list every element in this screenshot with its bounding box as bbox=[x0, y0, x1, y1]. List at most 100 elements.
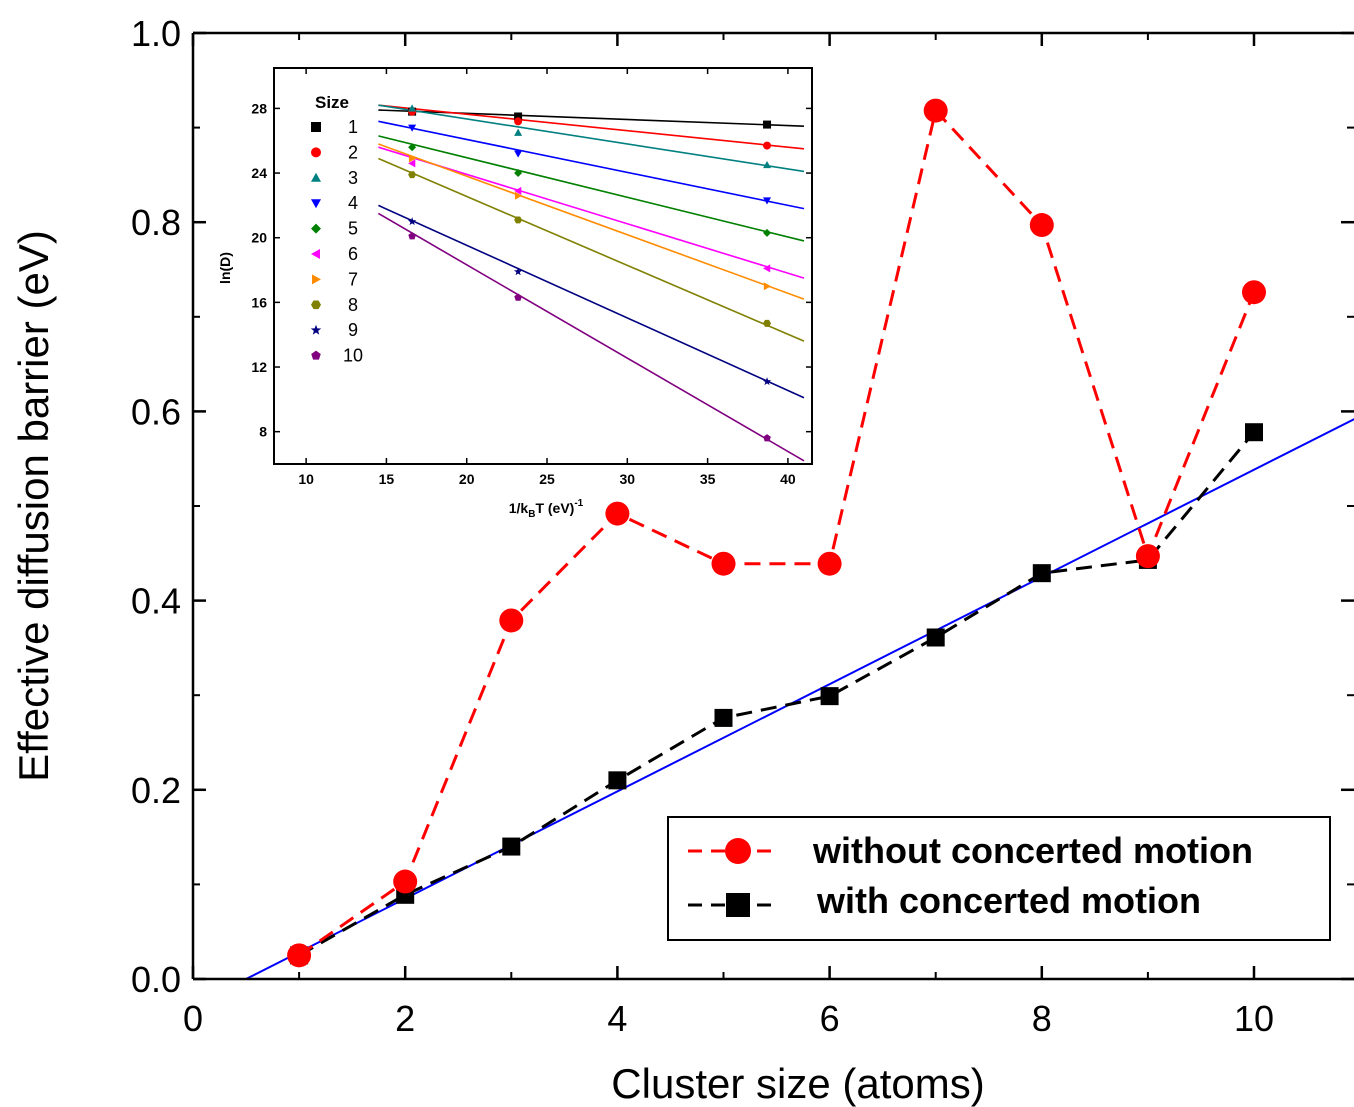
main-y-tick-label: 1.0 bbox=[131, 13, 181, 54]
inset-legend-label: 6 bbox=[348, 244, 358, 264]
inset-x-tick-label: 10 bbox=[298, 471, 314, 487]
inset-point-size-8 bbox=[763, 319, 772, 327]
legend-label-without: without concerted motion bbox=[812, 830, 1253, 871]
main-x-tick-label: 2 bbox=[395, 998, 415, 1039]
main-legend: without concerted motion with concerted … bbox=[667, 816, 1331, 941]
inset-x-title-main: 1/k bbox=[509, 500, 529, 516]
data-point-circle bbox=[287, 943, 312, 968]
inset-legend-label: 9 bbox=[348, 320, 358, 340]
inset-legend-marker-7 bbox=[312, 274, 321, 285]
inset-legend-marker-8 bbox=[311, 300, 321, 310]
inset-point-size-8 bbox=[514, 216, 523, 224]
inset-x-tick-label: 35 bbox=[700, 471, 716, 487]
data-point-circle bbox=[711, 551, 736, 576]
main-x-axis-title: Cluster size (atoms) bbox=[611, 1060, 984, 1107]
data-point-circle bbox=[817, 551, 842, 576]
inset-legend-marker-6 bbox=[311, 249, 320, 259]
inset-point-size-3 bbox=[514, 128, 523, 136]
inset-point-size-10 bbox=[763, 434, 771, 442]
inset-fit-line-size-8 bbox=[378, 157, 805, 342]
inset-point-size-2 bbox=[514, 117, 523, 126]
inset-x-tick-label: 40 bbox=[780, 471, 796, 487]
main-x-tick-label: 0 bbox=[183, 998, 203, 1039]
main-y-axis-title: Effective diffusion barrier (eV) bbox=[10, 230, 57, 782]
inset-x-axis-title: 1/kBT (eV)-1 bbox=[509, 498, 584, 520]
inset-fit-line-size-10 bbox=[377, 212, 805, 462]
inset-fit-lines-group bbox=[377, 104, 805, 462]
main-x-tick-label: 6 bbox=[820, 998, 840, 1039]
inset-fit-line-size-4 bbox=[378, 120, 805, 210]
inset-legend-label: 1 bbox=[348, 117, 358, 137]
inset-point-size-8 bbox=[408, 171, 417, 179]
inset-point-size-7 bbox=[514, 191, 523, 200]
inset-legend-label: 3 bbox=[348, 168, 358, 188]
inset-point-size-10 bbox=[514, 293, 522, 301]
inset-legend-label: 8 bbox=[348, 295, 358, 315]
series-line bbox=[298, 431, 1256, 957]
inset-legend-marker-3 bbox=[311, 172, 321, 182]
main-x-ticks-group: 0 2 4 6 8 10 bbox=[183, 33, 1274, 1039]
inset-point-size-9 bbox=[513, 267, 523, 276]
inset-y-tick-label: 12 bbox=[251, 359, 267, 375]
inset-point-size-6 bbox=[408, 159, 416, 168]
inset-point-size-1 bbox=[763, 120, 772, 129]
legend-marker-with bbox=[726, 893, 750, 917]
inset-legend-label: 7 bbox=[348, 269, 358, 289]
inset-legend-label: 2 bbox=[348, 142, 358, 162]
inset-point-size-6 bbox=[514, 186, 522, 195]
main-fit-line-group bbox=[245, 418, 1354, 980]
inset-legend: Size 1 2 3 4 5 6 7 8 9 10 bbox=[310, 93, 363, 366]
inset-x-tick-label: 20 bbox=[459, 471, 475, 487]
inset-point-size-5 bbox=[763, 228, 772, 237]
inset-points-group bbox=[407, 104, 772, 442]
inset-point-size-9 bbox=[407, 217, 417, 226]
data-point-circle bbox=[605, 501, 630, 526]
data-point-square bbox=[1032, 564, 1051, 583]
inset-x-tick-label: 30 bbox=[620, 471, 636, 487]
inset-fit-line-size-7 bbox=[378, 143, 805, 300]
inset-point-size-9 bbox=[762, 377, 772, 386]
data-point-circle bbox=[1135, 544, 1160, 569]
inset-fit-line-size-5 bbox=[378, 135, 805, 242]
main-fit-line bbox=[245, 418, 1354, 980]
inset-y-tick-label: 16 bbox=[251, 294, 267, 310]
data-point-square bbox=[502, 837, 521, 856]
main-y-tick-label: 0.4 bbox=[131, 581, 181, 622]
inset-legend-label: 10 bbox=[343, 346, 363, 366]
inset-x-title-sup: -1 bbox=[574, 498, 583, 509]
main-x-tick-label: 8 bbox=[1032, 998, 1052, 1039]
inset-x-title-rest: T (eV) bbox=[535, 500, 574, 516]
data-point-square bbox=[608, 771, 627, 790]
inset-legend-label: 5 bbox=[348, 219, 358, 239]
data-point-circle bbox=[923, 98, 948, 123]
legend-marker-without bbox=[725, 838, 751, 864]
inset-frame bbox=[273, 67, 813, 465]
inset-legend-title: Size bbox=[315, 93, 349, 112]
main-y-tick-label: 0.6 bbox=[131, 391, 181, 432]
inset-y-axis-title: ln(D) bbox=[217, 252, 233, 284]
inset-point-size-2 bbox=[763, 141, 772, 150]
data-point-circle bbox=[1029, 213, 1054, 238]
main-y-tick-label: 0.0 bbox=[131, 959, 181, 1000]
inset-x-ticks-group: 10 15 20 25 30 35 40 bbox=[298, 68, 796, 487]
data-point-circle bbox=[499, 608, 524, 633]
inset-point-size-3 bbox=[408, 104, 417, 112]
inset-y-tick-label: 8 bbox=[259, 424, 267, 440]
inset-legend-marker-9 bbox=[310, 324, 322, 335]
inset-y-tick-label: 24 bbox=[251, 165, 267, 181]
inset-legend-marker-2 bbox=[311, 147, 321, 158]
main-y-ticks-group: 0.0 0.2 0.4 0.6 0.8 1.0 bbox=[131, 13, 1354, 1000]
inset-point-size-4 bbox=[408, 124, 417, 132]
inset-point-size-6 bbox=[763, 264, 771, 273]
main-y-tick-label: 0.2 bbox=[131, 770, 181, 811]
inset-point-size-5 bbox=[514, 169, 523, 178]
main-y-tick-label: 0.8 bbox=[131, 202, 181, 243]
data-point-square bbox=[926, 628, 945, 647]
inset-x-tick-label: 15 bbox=[379, 471, 395, 487]
main-legend-box bbox=[667, 816, 1331, 941]
inset-legend-marker-1 bbox=[311, 122, 321, 132]
data-point-circle bbox=[1242, 280, 1266, 305]
inset-x-tick-label: 25 bbox=[539, 471, 555, 487]
